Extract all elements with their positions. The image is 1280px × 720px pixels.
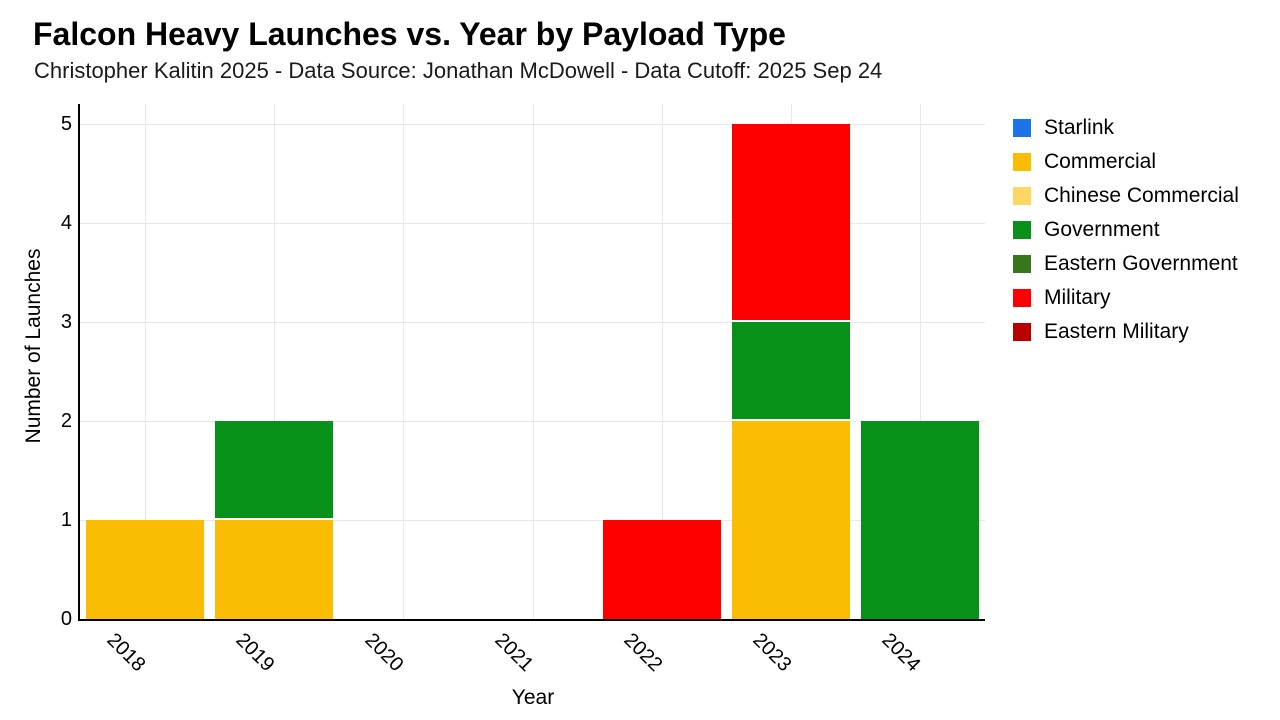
- legend-swatch-military: [1013, 289, 1031, 307]
- gridline-y-3: [80, 322, 985, 323]
- legend-label: Starlink: [1044, 116, 1115, 139]
- legend-label: Military: [1044, 286, 1111, 309]
- gridline-x-2021: [532, 104, 534, 619]
- x-axis-title: Year: [511, 686, 555, 709]
- legend-label: Chinese Commercial: [1044, 184, 1239, 207]
- legend-item-government[interactable]: Government: [1013, 219, 1239, 241]
- bar-segment-2023-military: [732, 124, 851, 322]
- gridline-x-2022: [661, 104, 663, 619]
- legend-swatch-chinese-commercial: [1013, 187, 1031, 205]
- y-axis-line: [78, 104, 80, 621]
- bar-segment-2019-commercial: [214, 520, 333, 619]
- bar-segment-2024-government: [861, 421, 980, 619]
- gridline-y-4: [80, 223, 985, 224]
- legend-label: Eastern Military: [1044, 320, 1189, 343]
- legend-label: Government: [1044, 218, 1160, 241]
- legend-item-commercial[interactable]: Commercial: [1013, 151, 1239, 173]
- plot-area: [78, 104, 985, 621]
- legend-item-military[interactable]: Military: [1013, 287, 1239, 309]
- chart-subtitle: Christopher Kalitin 2025 - Data Source: …: [34, 58, 883, 83]
- legend-swatch-government: [1013, 221, 1031, 239]
- legend-item-chinese-commercial[interactable]: Chinese Commercial: [1013, 185, 1239, 207]
- y-tick-5: 5: [60, 113, 72, 135]
- y-tick-3: 3: [60, 311, 72, 333]
- legend-swatch-eastern-government: [1013, 255, 1031, 273]
- bar-segment-2019-government: [214, 421, 333, 520]
- gridline-y-5: [80, 124, 985, 125]
- legend-item-eastern-government[interactable]: Eastern Government: [1013, 253, 1239, 275]
- legend-swatch-eastern-military: [1013, 323, 1031, 341]
- gridline-x-2018: [144, 104, 146, 619]
- gridline-x-2024: [920, 104, 922, 619]
- x-axis-line: [78, 619, 985, 621]
- legend-label: Commercial: [1044, 150, 1157, 173]
- bar-segment-2023-government: [732, 322, 851, 421]
- legend-swatch-commercial: [1013, 153, 1031, 171]
- bar-segment-2022-military: [602, 520, 721, 619]
- x-tick-2020: 2020: [360, 629, 408, 677]
- gridline-y-1: [80, 520, 985, 521]
- x-tick-2021: 2021: [489, 629, 537, 677]
- chart-title: Falcon Heavy Launches vs. Year by Payloa…: [33, 16, 786, 52]
- x-tick-2023: 2023: [748, 629, 796, 677]
- x-tick-2019: 2019: [231, 629, 279, 677]
- bar-segment-2023-commercial: [732, 421, 851, 619]
- gridline-x-2019: [273, 104, 275, 619]
- gridline-x-2020: [403, 104, 405, 619]
- y-tick-1: 1: [60, 509, 72, 531]
- x-tick-2018: 2018: [102, 629, 150, 677]
- legend-label: Eastern Government: [1044, 252, 1238, 275]
- y-tick-0: 0: [60, 608, 72, 630]
- legend-item-starlink[interactable]: Starlink: [1013, 117, 1239, 139]
- bar-segment-2018-commercial: [85, 520, 204, 619]
- legend-swatch-starlink: [1013, 119, 1031, 137]
- legend-item-eastern-military[interactable]: Eastern Military: [1013, 321, 1239, 343]
- x-tick-2024: 2024: [877, 629, 925, 677]
- y-tick-2: 2: [60, 410, 72, 432]
- bars-layer: [80, 104, 985, 619]
- x-tick-2022: 2022: [619, 629, 667, 677]
- y-tick-4: 4: [60, 212, 72, 234]
- legend: Starlink Commercial Chinese Commercial Gove…: [1013, 117, 1239, 355]
- gridline-y-2: [80, 421, 985, 422]
